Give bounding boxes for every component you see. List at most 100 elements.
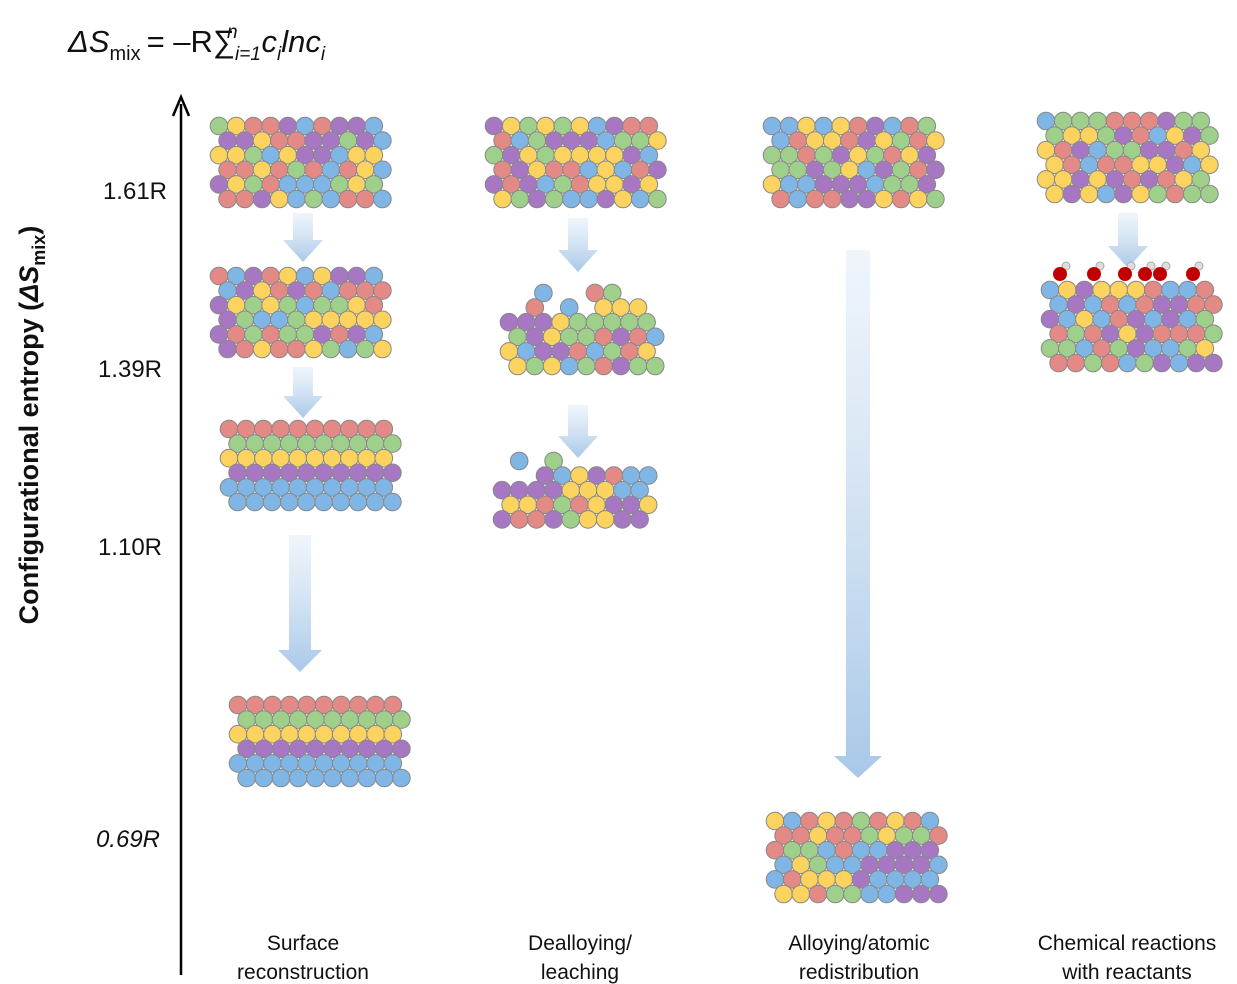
- atom: [392, 739, 411, 759]
- atom: [613, 189, 633, 209]
- atom: [628, 298, 648, 317]
- column-label: Surface: [267, 932, 339, 955]
- atom: [1114, 184, 1133, 204]
- column-label: leaching: [541, 961, 619, 984]
- atom: [1195, 309, 1215, 329]
- adsorbate-o: [1186, 267, 1200, 281]
- arrows: [278, 213, 1148, 778]
- atom: [1191, 111, 1211, 131]
- atom: [822, 189, 842, 209]
- axis-title-part: Configurational entropy (: [14, 302, 44, 624]
- atom: [252, 189, 272, 209]
- atom: [926, 131, 945, 150]
- adsorbate-o: [1053, 267, 1067, 281]
- arrow: [278, 535, 322, 672]
- atom: [544, 189, 564, 209]
- atom: [338, 339, 358, 359]
- atom: [304, 339, 323, 359]
- adsorbate-h: [1061, 261, 1071, 271]
- atom: [373, 160, 392, 180]
- atom: [493, 189, 512, 209]
- atom: [1165, 184, 1185, 204]
- atom: [323, 768, 342, 788]
- atom: [639, 145, 659, 165]
- atom: [628, 356, 648, 376]
- atom: [254, 768, 274, 788]
- atom: [383, 463, 402, 483]
- atom: [534, 283, 553, 303]
- atom: [562, 189, 581, 209]
- atom: [908, 189, 928, 209]
- atom: [1066, 353, 1086, 373]
- atom: [602, 283, 622, 303]
- atom: [594, 356, 613, 376]
- atom: [527, 189, 547, 209]
- atom: [365, 492, 385, 512]
- atom: [218, 339, 237, 359]
- atom: [1182, 184, 1202, 204]
- atom: [648, 160, 667, 180]
- adsorbate-h: [1095, 261, 1105, 271]
- arrow: [283, 367, 323, 418]
- atom: [228, 492, 247, 512]
- adsorbate-h: [1146, 261, 1156, 271]
- atom: [1083, 353, 1103, 373]
- formula-part: = –R∑: [147, 24, 235, 59]
- atom: [1100, 353, 1120, 373]
- atom: [1079, 184, 1099, 204]
- atom: [364, 325, 384, 344]
- atom: [1062, 184, 1082, 204]
- arrow: [558, 405, 598, 458]
- atom: [383, 434, 402, 453]
- adsorbate-o: [1118, 267, 1132, 281]
- atom: [929, 855, 948, 875]
- atom: [648, 189, 667, 209]
- atom: [578, 510, 598, 529]
- atom: [235, 339, 255, 359]
- axis-title-part: ΔS: [14, 266, 44, 303]
- adsorbate-h: [1194, 261, 1204, 271]
- atom: [911, 884, 931, 904]
- column-label: Chemical reactions: [1038, 932, 1217, 955]
- column-label: with reactants: [1061, 961, 1192, 984]
- atom: [287, 339, 306, 359]
- atom: [525, 356, 545, 376]
- atom: [364, 295, 384, 315]
- atom: [355, 189, 375, 209]
- atom: [1204, 324, 1223, 344]
- atom: [1186, 353, 1206, 373]
- atom: [774, 884, 793, 904]
- atom: [1200, 184, 1219, 204]
- atom: [542, 356, 562, 376]
- arrow: [1108, 213, 1148, 268]
- atom: [926, 160, 945, 180]
- axis-arrowhead: [171, 93, 191, 117]
- atom: [373, 281, 392, 300]
- atom: [508, 356, 527, 376]
- atom: [639, 116, 659, 136]
- atom: [288, 768, 308, 788]
- atom: [917, 145, 937, 165]
- atom: [877, 884, 897, 904]
- atom: [860, 884, 879, 904]
- atom: [355, 339, 375, 359]
- atom: [920, 870, 940, 889]
- arrow: [834, 250, 882, 778]
- formula-sub: i: [321, 44, 326, 65]
- formula: ΔSmix = –R∑i=1n cilnci: [67, 22, 326, 65]
- atom: [808, 884, 828, 904]
- atom: [374, 419, 394, 439]
- column-label: Alloying/atomic: [788, 932, 929, 955]
- atom: [917, 175, 937, 194]
- atom: [1200, 155, 1219, 175]
- atom: [843, 884, 862, 904]
- atom: [373, 131, 392, 150]
- atom: [1204, 295, 1223, 314]
- column-label: reconstruction: [237, 961, 369, 984]
- axis-title: Configurational entropy (ΔSmix): [14, 226, 49, 625]
- atom: [509, 510, 529, 529]
- formula-part: c: [262, 24, 278, 59]
- atom: [321, 189, 341, 209]
- atom: [840, 189, 859, 209]
- atom: [306, 768, 325, 788]
